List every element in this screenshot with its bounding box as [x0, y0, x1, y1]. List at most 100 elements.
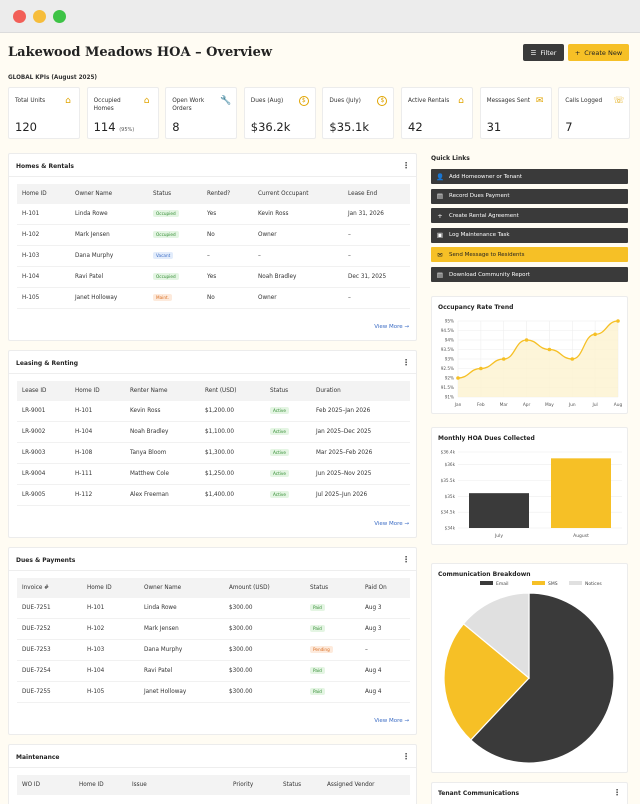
table-cell: Tanya Bloom	[130, 443, 166, 463]
table-row[interactable]: H-102 Mark Jensen Occupied No Owner –	[17, 225, 410, 246]
table-row[interactable]: DUE-7253 H-103 Dana Murphy $300.00 Pending –	[17, 640, 410, 661]
table-row[interactable]: LR-9005 H-112 Alex Freeman $1,400.00 Active J…	[17, 485, 410, 506]
table-cell: –	[348, 225, 351, 245]
column-header[interactable]: Amount (USD)	[229, 585, 270, 591]
homes-table: Home ID Owner Name Status Rented? Current Oc…	[17, 184, 410, 309]
more-options-icon[interactable]: ⋮	[613, 788, 621, 797]
table-row[interactable]: H-101 Linda Rowe Occupied Yes Kevin Ross Jan …	[17, 204, 410, 225]
kpi-card[interactable]: Total Units 120 ⌂	[8, 87, 80, 139]
table-row[interactable]: DUE-7254 H-104 Ravi Patel $300.00 Paid Aug 4	[17, 661, 410, 682]
column-header[interactable]: Current Occupant	[258, 191, 309, 197]
kpi-card[interactable]: Dues (July) $35.1k $	[322, 87, 395, 139]
y-tick-label: 92%	[445, 376, 454, 381]
column-header[interactable]: Lease End	[348, 191, 378, 197]
column-header[interactable]: Home ID	[79, 782, 104, 788]
table-row[interactable]: DUE-7251 H-101 Linda Rowe $300.00 Paid Aug 3	[17, 598, 410, 619]
more-options-icon[interactable]: ⋮	[402, 358, 410, 367]
more-options-icon[interactable]: ⋮	[402, 555, 410, 564]
column-header[interactable]: Status	[270, 388, 289, 394]
kpi-card[interactable]: Calls Logged 7 ☏	[558, 87, 631, 139]
table-row[interactable]: LR-9001 H-101 Kevin Ross $1,200.00 Active Feb…	[17, 401, 410, 422]
create-new-button-label: Create New	[584, 48, 623, 57]
kpi-card[interactable]: Messages Sent 31 ✉	[479, 87, 552, 139]
column-header[interactable]: Rent (USD)	[205, 388, 237, 394]
quick-link-button[interactable]: ✉ Send Message to Residents	[431, 247, 628, 263]
table-cell: $300.00	[229, 661, 253, 681]
column-header[interactable]: Priority	[233, 782, 254, 788]
quick-link-button[interactable]: ▣ Log Maintenance Task	[431, 227, 628, 243]
legend-swatch	[569, 581, 582, 585]
plus-icon: +	[437, 211, 443, 220]
quick-link-button[interactable]: 👤 Add Homeowner or Tenant	[431, 169, 628, 184]
column-header[interactable]: Renter Name	[130, 388, 168, 394]
column-header[interactable]: Issue	[132, 782, 147, 788]
kpi-value: $36.2k	[251, 120, 291, 134]
table-header: Home ID Owner Name Status Rented? Current Oc…	[17, 184, 410, 204]
table-row[interactable]: DUE-7255 H-105 Janet Holloway $300.00 Paid Au…	[17, 682, 410, 703]
cell-text: Alex Freeman	[130, 492, 169, 498]
quick-link-button[interactable]: + Create Rental Agreement	[431, 208, 628, 224]
table-row[interactable]: LR-9002 H-104 Noah Bradley $1,100.00 Active J…	[17, 422, 410, 443]
leasing-table: Lease ID Home ID Renter Name Rent (USD) Stat…	[17, 381, 410, 506]
table-row[interactable]: DUE-7252 H-102 Mark Jensen $300.00 Paid Aug 3	[17, 619, 410, 640]
table-row[interactable]: LR-9003 H-108 Tanya Bloom $1,300.00 Active Ma…	[17, 443, 410, 464]
kpi-card[interactable]: Open Work Orders 8 🔧	[165, 87, 238, 139]
table-cell: Occupied	[153, 267, 179, 287]
column-header[interactable]: Paid On	[365, 585, 387, 591]
cell-text: Dana Murphy	[75, 253, 114, 259]
cell-text: $1,300.00	[205, 450, 234, 456]
view-more-link[interactable]: View More →	[374, 324, 409, 330]
dues-table: Invoice # Home ID Owner Name Amount (USD) St…	[17, 578, 410, 703]
more-options-icon[interactable]: ⋮	[402, 752, 410, 761]
kpi-value: $35.1k	[329, 120, 369, 134]
cell-text: No	[207, 295, 215, 301]
kpi-value-number: 120	[15, 120, 37, 134]
view-more-link[interactable]: View More →	[374, 521, 409, 527]
filter-button-label: Filter	[540, 48, 557, 57]
column-header[interactable]: Home ID	[87, 585, 112, 591]
create-new-button[interactable]: + Create New	[568, 44, 629, 61]
table-cell: Active	[270, 464, 289, 484]
column-header[interactable]: Home ID	[75, 388, 100, 394]
kpi-card[interactable]: Active Rentals 42 ⌂	[401, 87, 473, 139]
column-header[interactable]: WO ID	[22, 782, 40, 788]
quick-link-button[interactable]: ▤ Download Community Report	[431, 267, 628, 282]
y-tick-label: $34k	[445, 526, 456, 531]
column-header[interactable]: Status	[153, 191, 172, 197]
view-more-link[interactable]: View More →	[374, 718, 409, 724]
table-row[interactable]: LR-9004 H-111 Matthew Cole $1,250.00 Active J…	[17, 464, 410, 485]
cell-text: Mar 2025–Feb 2026	[316, 450, 373, 456]
column-header[interactable]: Lease ID	[22, 388, 47, 394]
table-cell: –	[258, 246, 261, 266]
table-cell: Jul 2025–Jun 2026	[316, 485, 367, 505]
close-window-button[interactable]	[13, 10, 26, 23]
cell-text: Linda Rowe	[75, 211, 108, 217]
more-options-icon[interactable]: ⋮	[402, 161, 410, 170]
table-row[interactable]: H-103 Dana Murphy Vacant – – –	[17, 246, 410, 267]
minimize-window-button[interactable]	[33, 10, 46, 23]
x-tick-label: July	[494, 533, 503, 539]
table-cell: H-101	[22, 204, 39, 224]
column-header[interactable]: Home ID	[22, 191, 47, 197]
column-header[interactable]: Owner Name	[144, 585, 182, 591]
kpi-card[interactable]: Dues (Aug) $36.2k $	[243, 87, 316, 139]
column-header[interactable]: Invoice #	[22, 585, 49, 591]
kpi-card[interactable]: Occupied Homes 114 (95%) ⌂	[86, 87, 159, 139]
maximize-window-button[interactable]	[53, 10, 66, 23]
column-header[interactable]: Assigned Vendor	[327, 782, 375, 788]
table-row[interactable]: H-104 Ravi Patel Occupied Yes Noah Bradley De…	[17, 267, 410, 288]
cell-text: H-111	[75, 471, 93, 477]
filter-button[interactable]: ☰ Filter	[523, 44, 564, 61]
status-badge: Pending	[310, 646, 333, 653]
column-header[interactable]: Status	[310, 585, 329, 591]
column-header[interactable]: Status	[283, 782, 302, 788]
kpi-value: 8	[172, 120, 179, 134]
pie-slice	[469, 592, 615, 764]
table-cell: Vacant	[153, 246, 174, 266]
column-header[interactable]: Owner Name	[75, 191, 113, 197]
column-header[interactable]: Rented?	[207, 191, 231, 197]
column-header[interactable]: Duration	[316, 388, 341, 394]
table-row[interactable]: H-105 Janet Holloway Maint. No Owner –	[17, 288, 410, 309]
table-cell: H-105	[87, 682, 104, 702]
quick-link-button[interactable]: ▤ Record Dues Payment	[431, 188, 628, 204]
